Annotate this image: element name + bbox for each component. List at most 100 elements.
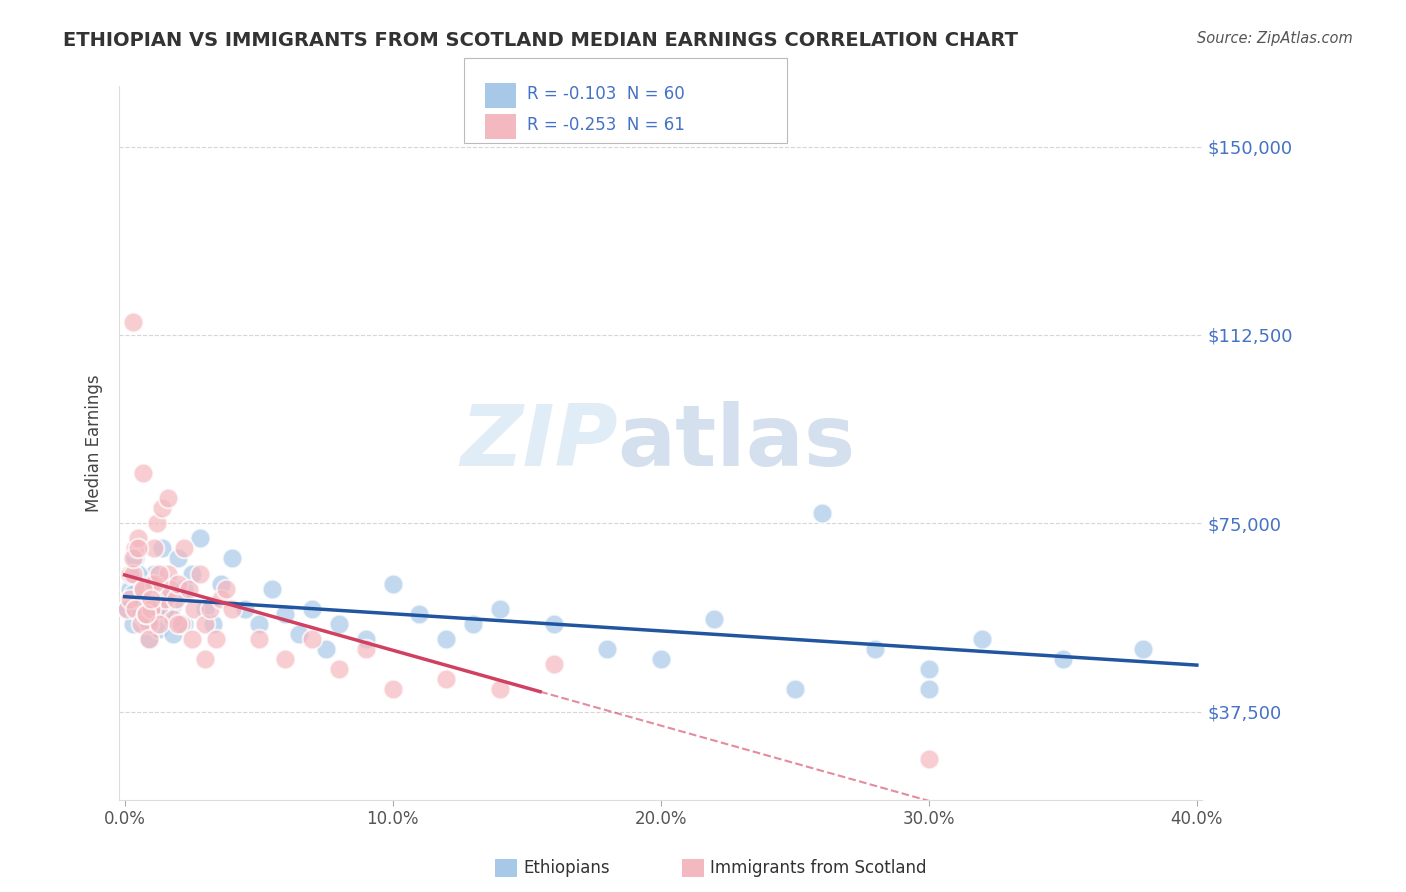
- Point: [209, 591, 232, 606]
- Point: [129, 607, 152, 621]
- Point: [121, 616, 143, 631]
- Point: [489, 601, 512, 615]
- Point: [301, 601, 323, 615]
- Point: [202, 616, 225, 631]
- Point: [148, 601, 170, 615]
- Point: [121, 551, 143, 566]
- Point: [301, 632, 323, 646]
- Point: [354, 632, 377, 646]
- Point: [194, 601, 217, 615]
- Point: [156, 607, 179, 621]
- Point: [127, 541, 149, 556]
- Text: Source: ZipAtlas.com: Source: ZipAtlas.com: [1197, 31, 1353, 46]
- Point: [138, 616, 160, 631]
- Point: [177, 582, 200, 596]
- Text: R = -0.253  N = 61: R = -0.253 N = 61: [527, 116, 685, 134]
- Point: [703, 612, 725, 626]
- Point: [162, 612, 184, 626]
- Text: Ethiopians: Ethiopians: [523, 859, 610, 877]
- Point: [156, 566, 179, 581]
- Point: [972, 632, 994, 646]
- Point: [138, 632, 160, 646]
- Point: [138, 612, 160, 626]
- Point: [381, 681, 404, 696]
- Point: [132, 576, 155, 591]
- Point: [650, 652, 672, 666]
- Point: [434, 672, 457, 686]
- Point: [328, 616, 350, 631]
- Point: [156, 491, 179, 506]
- Point: [215, 582, 238, 596]
- Point: [146, 601, 169, 615]
- Point: [543, 657, 565, 671]
- Point: [328, 662, 350, 676]
- Point: [489, 681, 512, 696]
- Point: [354, 641, 377, 656]
- Point: [148, 622, 170, 636]
- Point: [129, 591, 152, 606]
- Point: [262, 582, 284, 596]
- Point: [200, 601, 222, 615]
- Point: [221, 551, 243, 566]
- Point: [863, 641, 886, 656]
- Point: [141, 576, 163, 591]
- Point: [153, 601, 176, 615]
- Point: [233, 601, 256, 615]
- Point: [165, 591, 187, 606]
- Point: [173, 582, 195, 596]
- Point: [121, 566, 143, 581]
- Point: [132, 582, 155, 596]
- Point: [180, 632, 202, 646]
- Point: [150, 501, 173, 516]
- Point: [135, 582, 157, 596]
- Point: [274, 607, 297, 621]
- Point: [132, 466, 155, 480]
- Y-axis label: Median Earnings: Median Earnings: [86, 374, 103, 512]
- Point: [153, 586, 176, 600]
- Point: [127, 591, 149, 606]
- Point: [180, 566, 202, 581]
- Point: [167, 576, 190, 591]
- Point: [194, 616, 217, 631]
- Point: [173, 616, 195, 631]
- Point: [543, 616, 565, 631]
- Point: [810, 506, 832, 520]
- Point: [204, 632, 226, 646]
- Point: [141, 601, 163, 615]
- Point: [135, 607, 157, 621]
- Point: [153, 591, 176, 606]
- Text: ETHIOPIAN VS IMMIGRANTS FROM SCOTLAND MEDIAN EARNINGS CORRELATION CHART: ETHIOPIAN VS IMMIGRANTS FROM SCOTLAND ME…: [63, 31, 1018, 50]
- Point: [124, 551, 146, 566]
- Point: [143, 541, 166, 556]
- Point: [143, 566, 166, 581]
- Point: [143, 576, 166, 591]
- Point: [288, 627, 311, 641]
- Point: [117, 601, 139, 615]
- Text: Immigrants from Scotland: Immigrants from Scotland: [710, 859, 927, 877]
- Point: [381, 576, 404, 591]
- Point: [408, 607, 430, 621]
- Point: [117, 601, 139, 615]
- Point: [129, 616, 152, 631]
- Point: [188, 566, 211, 581]
- Point: [118, 591, 141, 606]
- Point: [918, 752, 941, 766]
- Point: [274, 652, 297, 666]
- Point: [124, 541, 146, 556]
- Point: [127, 532, 149, 546]
- Point: [183, 601, 205, 615]
- Point: [150, 541, 173, 556]
- Point: [918, 681, 941, 696]
- Point: [132, 597, 155, 611]
- Point: [596, 641, 619, 656]
- Point: [121, 315, 143, 329]
- Point: [194, 652, 217, 666]
- Point: [1132, 641, 1154, 656]
- Point: [918, 662, 941, 676]
- Point: [135, 607, 157, 621]
- Point: [173, 541, 195, 556]
- Point: [209, 576, 232, 591]
- Point: [135, 612, 157, 626]
- Point: [121, 586, 143, 600]
- Point: [159, 576, 181, 591]
